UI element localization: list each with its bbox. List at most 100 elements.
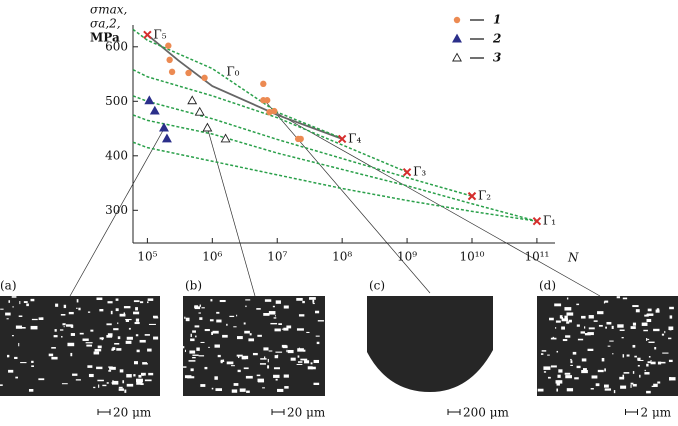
panel-label: (a) — [0, 279, 17, 293]
speck — [194, 305, 199, 309]
speck — [99, 337, 104, 340]
speck — [622, 297, 628, 300]
limit-label: Γ₃ — [413, 165, 426, 179]
speck — [256, 374, 261, 377]
speck — [107, 301, 113, 304]
speck — [622, 374, 625, 378]
speck — [15, 376, 18, 379]
limit-label: Γ₄ — [348, 131, 361, 145]
speck — [632, 305, 639, 308]
speck — [263, 347, 269, 351]
speck — [114, 342, 120, 345]
curve — [132, 114, 538, 222]
speck — [236, 354, 243, 357]
speck — [15, 325, 23, 329]
speck — [272, 305, 275, 308]
speck — [233, 326, 237, 328]
speck — [653, 328, 660, 332]
speck — [588, 327, 595, 330]
speck — [31, 360, 34, 363]
speck — [655, 309, 660, 313]
legend-label: 2 — [492, 32, 501, 46]
panel-label: (d) — [539, 279, 556, 293]
speck — [90, 329, 94, 332]
speck — [245, 305, 247, 308]
speck — [275, 351, 283, 353]
speck — [60, 314, 66, 316]
speck — [267, 365, 270, 369]
speck — [597, 369, 604, 373]
speck — [125, 319, 130, 323]
y-axis-label: σa,2, — [90, 17, 121, 31]
speck — [102, 384, 107, 387]
speck — [231, 389, 238, 393]
speck — [76, 307, 78, 309]
speck — [659, 361, 666, 364]
speck — [192, 330, 196, 333]
speck — [668, 359, 673, 363]
speck — [128, 327, 131, 330]
speck — [306, 331, 310, 333]
speck — [268, 350, 273, 352]
speck — [126, 374, 132, 378]
point — [202, 122, 213, 132]
speck — [85, 342, 93, 344]
speck — [297, 355, 300, 358]
speck — [108, 370, 112, 372]
speck — [11, 296, 17, 298]
speck — [297, 348, 304, 352]
speck — [106, 382, 109, 384]
speck — [30, 325, 38, 330]
speck — [97, 379, 104, 382]
point — [194, 106, 205, 116]
speck — [65, 324, 73, 327]
speck — [580, 331, 586, 334]
speck — [270, 322, 278, 325]
speck — [139, 339, 146, 343]
speck — [654, 346, 657, 350]
limit-label: Γ₁ — [543, 214, 556, 228]
speck — [38, 317, 44, 320]
speck — [549, 317, 554, 321]
speck — [316, 341, 320, 345]
speck — [653, 383, 658, 387]
speck — [296, 297, 303, 301]
speck — [97, 345, 102, 349]
speck — [657, 361, 662, 365]
panel-label: (c) — [369, 279, 385, 293]
speck — [133, 361, 138, 365]
y-tick-label: 400 — [105, 148, 128, 162]
speck — [70, 333, 76, 336]
speck — [317, 320, 324, 322]
speck — [646, 318, 652, 323]
speck — [565, 375, 572, 379]
speck — [200, 384, 206, 387]
speck — [286, 349, 288, 353]
speck — [126, 336, 133, 340]
speck — [38, 378, 45, 381]
speck — [133, 300, 140, 303]
scale-bar — [625, 409, 638, 415]
speck — [243, 367, 249, 370]
speck — [298, 361, 303, 363]
scale-label: 20 μm — [287, 406, 326, 420]
speck — [646, 338, 648, 341]
speck — [113, 328, 119, 331]
speck — [637, 357, 641, 361]
speck — [245, 299, 251, 301]
speck — [76, 299, 79, 303]
x-tick-label: 10⁷ — [267, 250, 287, 264]
speck — [12, 306, 14, 308]
speck — [31, 318, 38, 321]
speck — [214, 344, 220, 348]
micrograph — [183, 296, 325, 396]
speck — [153, 317, 159, 319]
speck — [249, 333, 252, 336]
speck — [210, 299, 213, 302]
speck — [26, 303, 29, 307]
point — [266, 109, 273, 116]
speck — [115, 308, 119, 312]
speck — [216, 319, 222, 323]
y-tick-label: 300 — [105, 203, 128, 217]
speck — [598, 324, 603, 327]
